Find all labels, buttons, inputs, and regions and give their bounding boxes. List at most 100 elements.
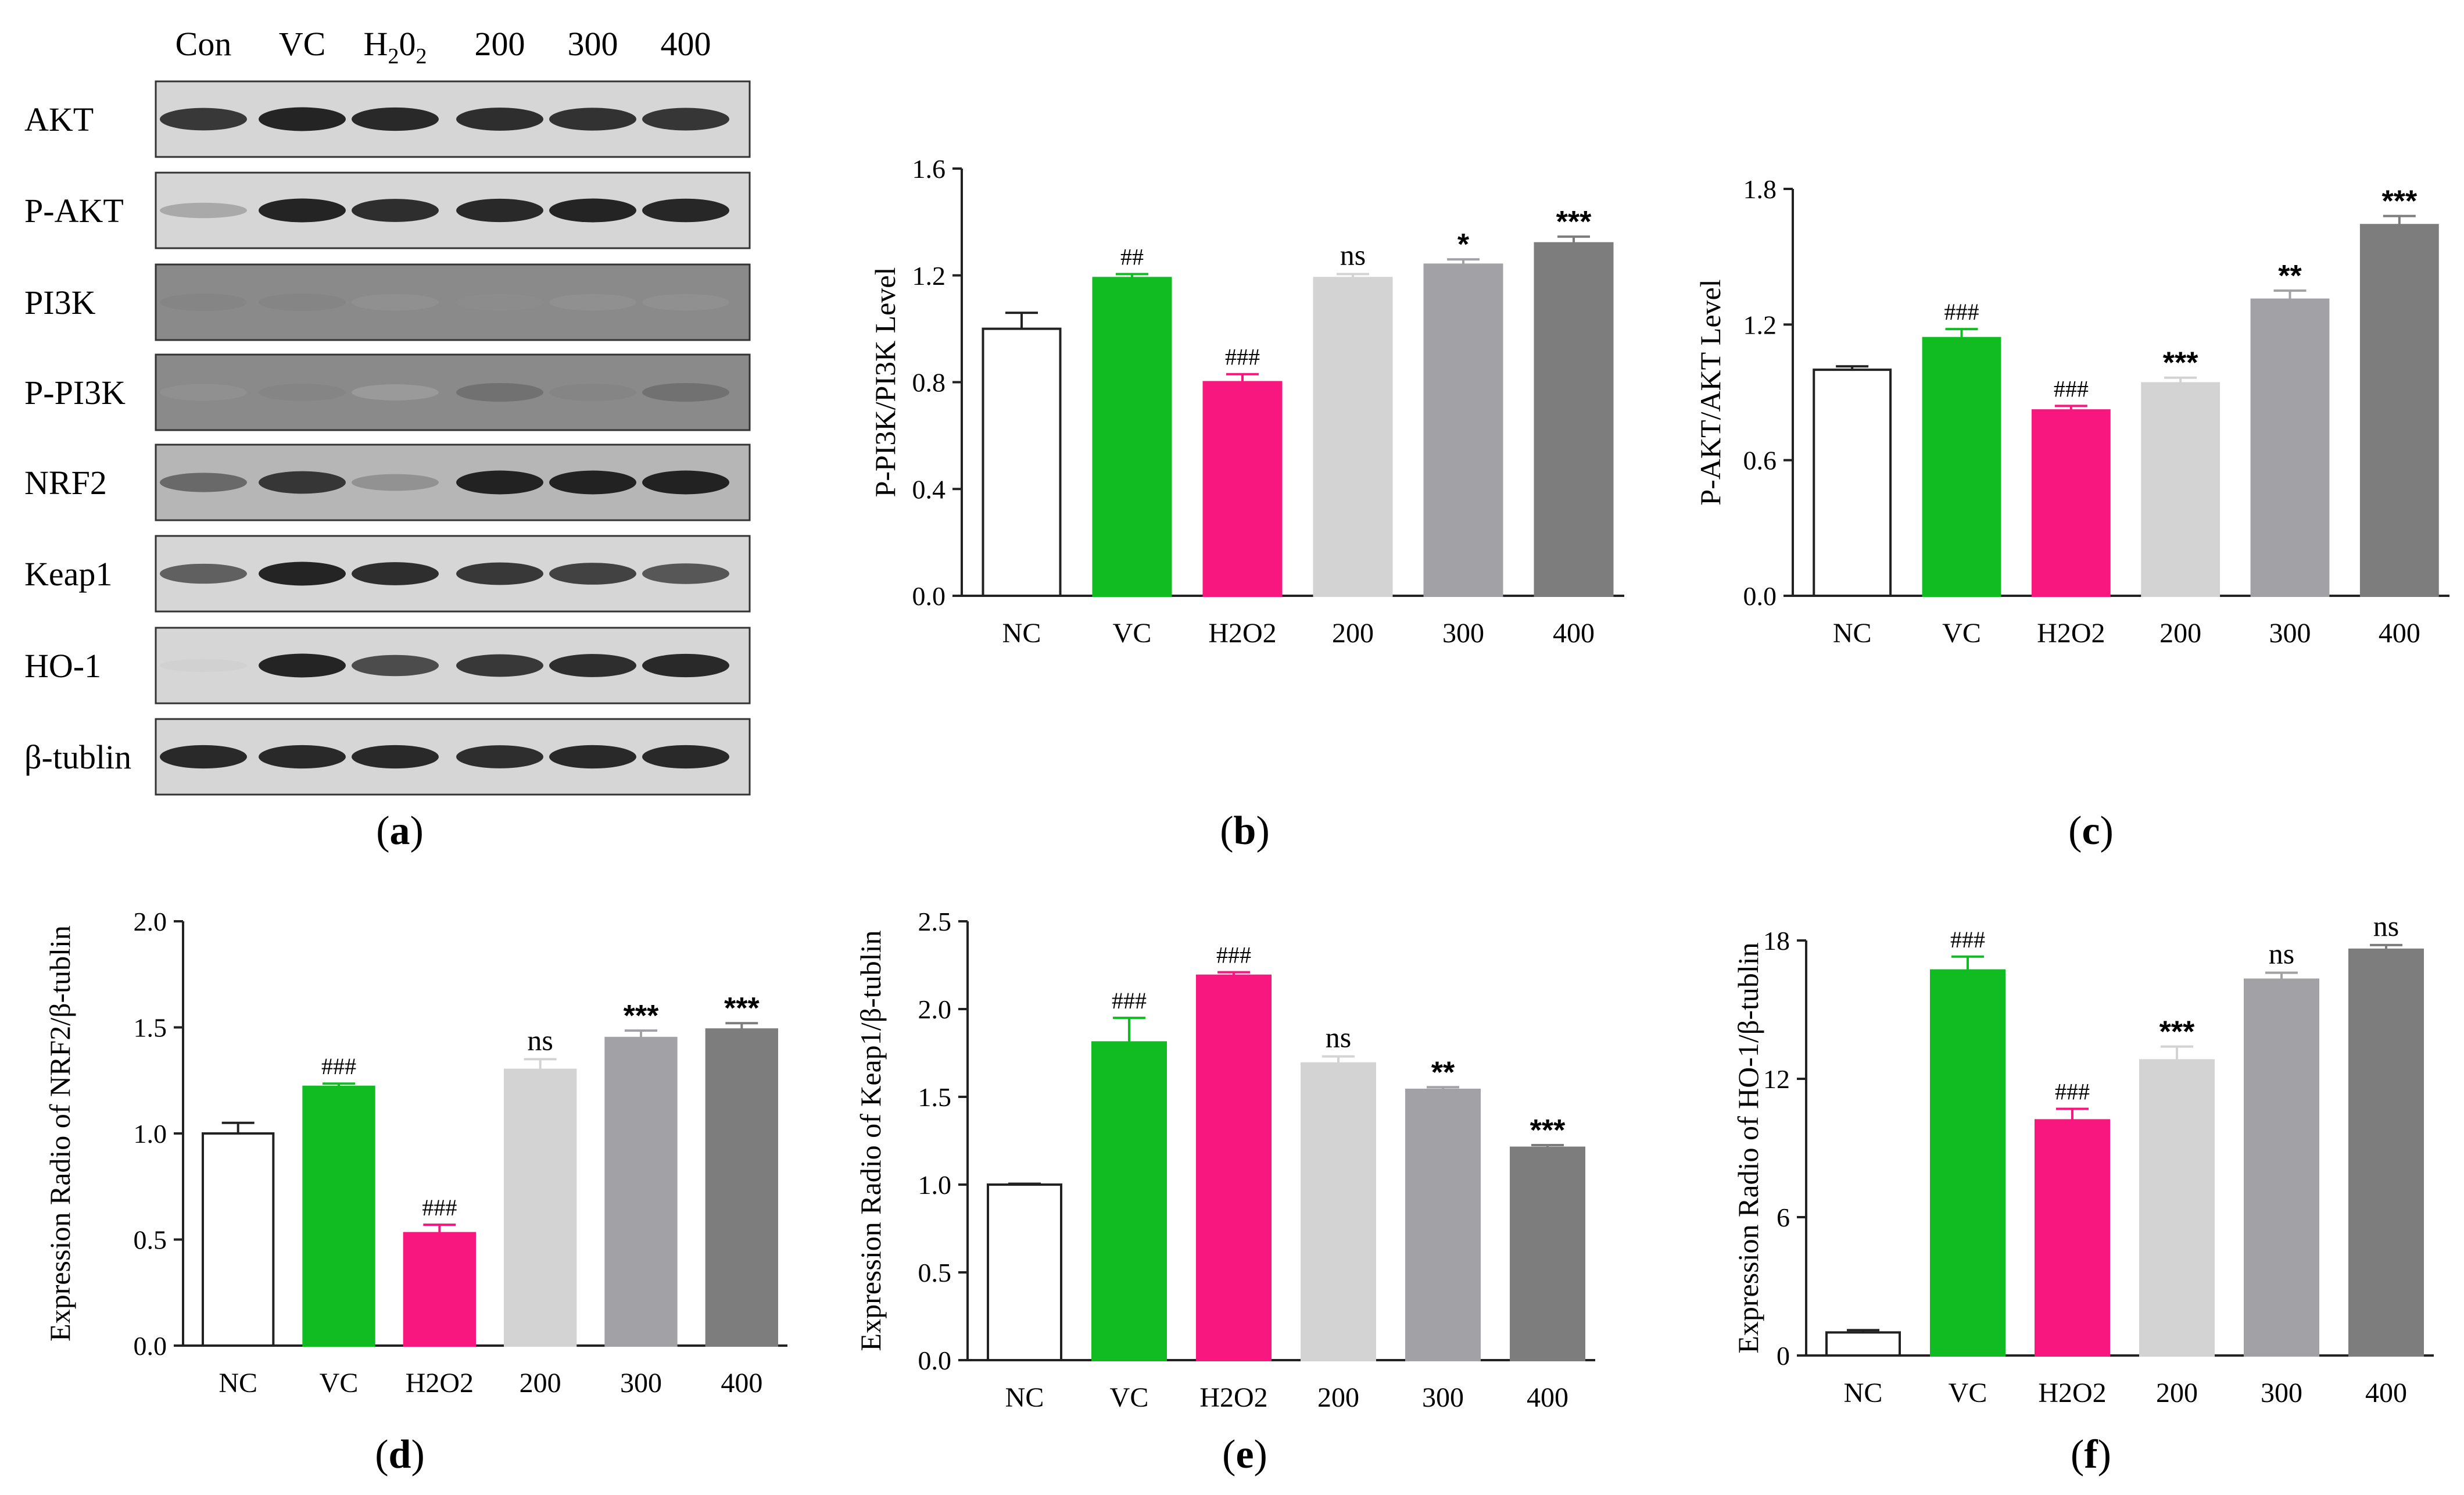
x-tick-label: 200	[520, 1368, 561, 1399]
band	[160, 384, 247, 401]
bar-NC	[1813, 369, 1892, 597]
panel-label-e: (e)	[1222, 1432, 1267, 1477]
significance-label: ***	[1530, 1114, 1566, 1147]
significance-label: ###	[1216, 942, 1251, 968]
band	[160, 659, 247, 673]
y-tick-label: 1.6	[912, 154, 946, 184]
band	[456, 108, 543, 131]
significance-label: ns	[2373, 910, 2399, 942]
band	[549, 198, 636, 223]
band	[456, 562, 543, 585]
x-tick-label: H2O2	[1208, 618, 1276, 649]
band	[549, 654, 636, 677]
bar-300	[1423, 263, 1503, 597]
significance-label: ###	[321, 1053, 356, 1079]
x-tick-label: 300	[2261, 1378, 2302, 1408]
lane-label-1: VC	[279, 25, 326, 63]
y-tick-label: 6	[1777, 1203, 1790, 1232]
significance-label: ###	[1112, 988, 1147, 1014]
x-tick-label: 400	[1553, 618, 1595, 649]
bar-VC	[1922, 337, 2001, 598]
lane-label-5: 400	[661, 25, 711, 63]
band	[642, 745, 729, 769]
blot-row: HO-1	[24, 627, 751, 704]
y-axis-label: P-AKT/AKT Level	[1694, 279, 1727, 505]
x-tick-label: NC	[1002, 618, 1041, 649]
band	[456, 198, 543, 223]
band	[259, 294, 346, 311]
band	[259, 198, 346, 223]
x-tick-label: VC	[1113, 618, 1152, 649]
y-tick-label: 12	[1763, 1064, 1790, 1094]
bar-VC	[1930, 969, 2005, 1357]
significance-label: ns	[1326, 1021, 1351, 1054]
band	[352, 745, 439, 769]
x-tick-label: 400	[721, 1368, 762, 1399]
band	[352, 654, 439, 677]
bar-H2O2	[2035, 1119, 2110, 1357]
y-tick-label: 1.5	[134, 1013, 167, 1043]
lane-h2o2-sub1: 2	[388, 44, 399, 69]
y-axis-label: Expression Radio of HO-1/β-tublin	[1732, 942, 1764, 1353]
chart-nrf2: 0.0 0.5 1.0 1.5 2.0 Expression Radio of NRF2/…	[44, 907, 787, 1399]
y-tick-label: 1.0	[918, 1170, 952, 1200]
x-tick-label: 200	[1317, 1382, 1359, 1413]
y-tick-label: 2.5	[918, 907, 952, 936]
chart-p-akt-akt: 0.0 0.6 1.2 1.8 P-AKT/AKT Level NC ### VC ### H2O…	[1694, 174, 2449, 649]
band	[259, 107, 346, 131]
band	[456, 745, 543, 768]
x-tick-label: 200	[2159, 618, 2201, 649]
band	[549, 563, 636, 585]
bar-300	[2250, 298, 2330, 597]
band	[352, 199, 439, 222]
bar-200	[1313, 277, 1393, 597]
significance-label: ***	[2381, 185, 2417, 219]
band	[549, 384, 636, 401]
x-tick-label: 300	[1442, 618, 1484, 649]
significance-label: ###	[1225, 344, 1260, 370]
x-tick-label: NC	[1833, 618, 1872, 649]
significance-label: ns	[2269, 938, 2294, 970]
y-tick-label: 18	[1763, 926, 1790, 956]
lane-label-2: H202	[364, 25, 427, 69]
band	[160, 473, 247, 492]
band	[352, 294, 439, 311]
significance-label: ###	[2054, 375, 2089, 402]
y-axis-label: Expression Radio of Keap1/β-tublin	[854, 931, 887, 1351]
band	[259, 384, 346, 401]
significance-label: ***	[2159, 1015, 2195, 1049]
band	[160, 294, 247, 311]
bar-400	[1510, 1146, 1585, 1361]
y-tick-label: 0.0	[1743, 581, 1777, 611]
lane-label-4: 300	[568, 25, 618, 63]
y-tick-label: 0.8	[912, 368, 946, 398]
significance-label: ***	[724, 992, 760, 1025]
x-tick-label: VC	[320, 1368, 359, 1399]
bar-NC	[202, 1132, 275, 1347]
significance-label: **	[1431, 1056, 1455, 1089]
x-tick-label: NC	[1005, 1382, 1044, 1413]
band	[259, 561, 346, 586]
y-tick-label: 1.0	[134, 1119, 167, 1149]
blot-row: P-AKT	[24, 171, 751, 249]
panel-label-c: (c)	[2068, 809, 2114, 853]
bar-200	[504, 1068, 577, 1347]
lane-labels: Con VC H202 200 300 400	[176, 25, 711, 69]
bar-200	[2141, 382, 2221, 597]
band	[642, 382, 729, 402]
panel-label-a: (a)	[376, 809, 424, 853]
band	[160, 108, 247, 131]
x-tick-label: 300	[620, 1368, 662, 1399]
band	[642, 563, 729, 584]
lane-h2o2-sub2: 2	[416, 44, 427, 69]
bar-400	[2348, 948, 2424, 1357]
lane-h2o2-o: 0	[399, 25, 416, 63]
band	[642, 198, 729, 223]
y-tick-label: 0.0	[918, 1346, 952, 1375]
bar-300	[1405, 1088, 1481, 1362]
lane-h2o2-h: H	[364, 25, 388, 63]
bar-VC	[1091, 1041, 1167, 1361]
x-tick-label: NC	[1844, 1378, 1883, 1408]
y-tick-label: 0.0	[912, 581, 946, 611]
band	[160, 202, 247, 219]
